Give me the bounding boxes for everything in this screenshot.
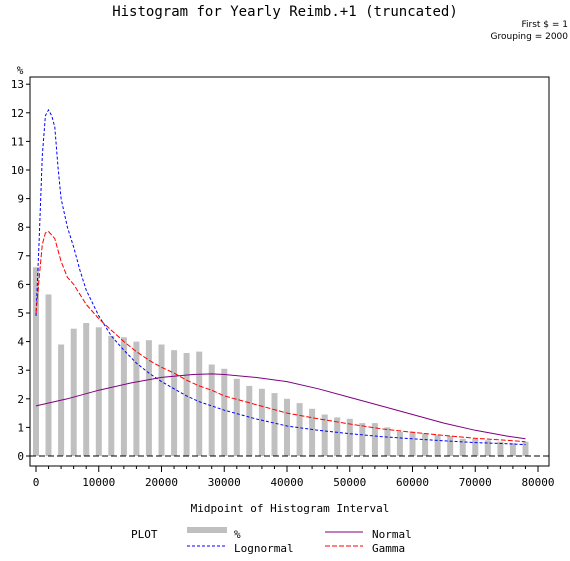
- histogram-bar: [33, 267, 39, 456]
- x-tick-label: 30000: [208, 476, 241, 489]
- y-axis-label: %: [17, 64, 24, 77]
- y-tick-label: 9: [17, 193, 24, 206]
- x-tick-label: 60000: [396, 476, 429, 489]
- x-tick-label: 40000: [270, 476, 303, 489]
- histogram-bar: [447, 436, 454, 456]
- curve-gamma: [35, 230, 526, 443]
- histogram-bar: [70, 328, 77, 456]
- histogram-bar: [108, 335, 115, 456]
- x-tick-label: 50000: [333, 476, 366, 489]
- histogram-bar: [497, 441, 504, 456]
- histogram-bar: [359, 423, 366, 456]
- histogram-bar: [95, 327, 102, 456]
- x-tick-label: 20000: [145, 476, 178, 489]
- histogram-bar: [484, 440, 491, 456]
- histogram-bar: [158, 344, 165, 456]
- histogram-bar: [346, 418, 353, 456]
- curve-lognormal: [35, 108, 526, 446]
- bars-group: [30, 267, 549, 457]
- histogram-bar: [522, 441, 529, 456]
- histogram-bar: [246, 385, 253, 456]
- histogram-bar: [120, 337, 127, 456]
- histogram-bar: [171, 350, 178, 456]
- histogram-bar: [45, 294, 52, 456]
- y-tick-label: 5: [17, 307, 24, 320]
- x-tick-label: 0: [33, 476, 40, 489]
- y-tick-label: 1: [17, 421, 24, 434]
- histogram-bar: [309, 408, 316, 456]
- histogram-bar: [472, 438, 479, 456]
- note-grouping: Grouping = 2000: [491, 32, 569, 42]
- histogram-bar: [83, 323, 90, 456]
- histogram-bar: [334, 417, 341, 456]
- histogram-bar: [133, 341, 140, 456]
- histogram-bar: [196, 351, 203, 456]
- histogram-bar: [434, 434, 441, 457]
- histogram-bar: [509, 443, 516, 456]
- legend-title: PLOT: [131, 528, 158, 541]
- histogram-bar: [258, 388, 265, 456]
- y-tick-label: 10: [11, 164, 24, 177]
- plot-frame: [29, 76, 550, 467]
- x-tick-label: 70000: [459, 476, 492, 489]
- histogram-bar: [284, 398, 290, 456]
- y-tick-label: 6: [17, 278, 24, 291]
- histogram-bar: [233, 378, 240, 456]
- histogram-bar: [296, 403, 303, 456]
- histogram-bar: [271, 393, 278, 456]
- legend-label-percent: %: [234, 528, 241, 541]
- x-tick-label: 80000: [521, 476, 554, 489]
- legend-label-normal: Normal: [372, 528, 412, 541]
- histogram-bar: [183, 353, 190, 456]
- histogram-bar: [145, 340, 152, 456]
- y-tick-label: 8: [17, 221, 24, 234]
- y-tick-label: 2: [17, 393, 24, 406]
- x-tick-label: 10000: [82, 476, 115, 489]
- legend: PLOT % Normal Lognormal Gamma: [131, 527, 412, 555]
- chart-title: Histogram for Yearly Reimb.+1 (truncated…: [112, 4, 458, 20]
- y-tick-label: 12: [11, 107, 24, 120]
- y-tick-label: 4: [17, 336, 24, 349]
- y-tick-label: 11: [11, 135, 24, 148]
- y-tick-label: 7: [17, 250, 24, 263]
- curves-group: [35, 108, 526, 446]
- x-axis-ticks: 0 10000 20000 30000 40000 50000 60000 70000 8000…: [33, 466, 555, 489]
- y-tick-label: 0: [17, 450, 24, 463]
- histogram-bar: [422, 433, 429, 456]
- legend-label-gamma: Gamma: [372, 542, 405, 555]
- x-axis-label: Midpoint of Histogram Interval: [191, 502, 390, 515]
- legend-label-lognormal: Lognormal: [234, 542, 294, 555]
- histogram-bar: [409, 431, 416, 456]
- histogram-bar: [321, 414, 328, 456]
- histogram-bar: [221, 368, 228, 456]
- y-tick-label: 13: [11, 78, 24, 91]
- curve-normal: [35, 373, 526, 440]
- histogram-bar: [208, 364, 215, 456]
- legend-swatch-percent: [187, 527, 227, 533]
- histogram-bar: [459, 438, 466, 456]
- histogram-bar: [396, 431, 403, 456]
- y-tick-label: 3: [17, 364, 24, 377]
- histogram-bar: [371, 423, 378, 456]
- note-first: First $ = 1: [521, 20, 568, 30]
- histogram-bar: [384, 427, 391, 456]
